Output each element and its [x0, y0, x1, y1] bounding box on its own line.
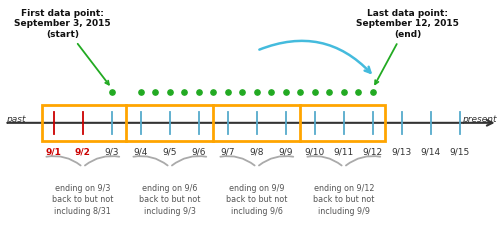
Text: 9/8: 9/8 — [249, 148, 264, 157]
Text: 9/11: 9/11 — [334, 148, 354, 157]
Text: 9/13: 9/13 — [392, 148, 412, 157]
Text: 9/12: 9/12 — [363, 148, 383, 157]
Text: ending on 9/6
back to but not
including 9/3: ending on 9/6 back to but not including … — [139, 184, 201, 216]
Text: 9/7: 9/7 — [221, 148, 235, 157]
Text: 9/9: 9/9 — [279, 148, 293, 157]
Text: 9/14: 9/14 — [421, 148, 441, 157]
Text: present: present — [462, 115, 496, 124]
Text: Last data point:
September 12, 2015
(end): Last data point: September 12, 2015 (end… — [356, 9, 459, 84]
Text: First data point:
September 3, 2015
(start): First data point: September 3, 2015 (sta… — [14, 9, 111, 85]
Text: 9/1: 9/1 — [46, 148, 61, 157]
Text: ending on 9/3
back to but not
including 8/31: ending on 9/3 back to but not including … — [52, 184, 113, 216]
Text: 9/4: 9/4 — [134, 148, 148, 157]
Text: ending on 9/12
back to but not
including 9/9: ending on 9/12 back to but not including… — [313, 184, 374, 216]
Text: past: past — [6, 115, 25, 124]
Text: 9/3: 9/3 — [104, 148, 119, 157]
Text: ending on 9/9
back to but not
including 9/6: ending on 9/9 back to but not including … — [226, 184, 287, 216]
Text: 9/10: 9/10 — [305, 148, 325, 157]
Text: 9/2: 9/2 — [75, 148, 91, 157]
Text: 9/6: 9/6 — [192, 148, 206, 157]
Text: 9/15: 9/15 — [450, 148, 470, 157]
Text: 9/5: 9/5 — [163, 148, 177, 157]
